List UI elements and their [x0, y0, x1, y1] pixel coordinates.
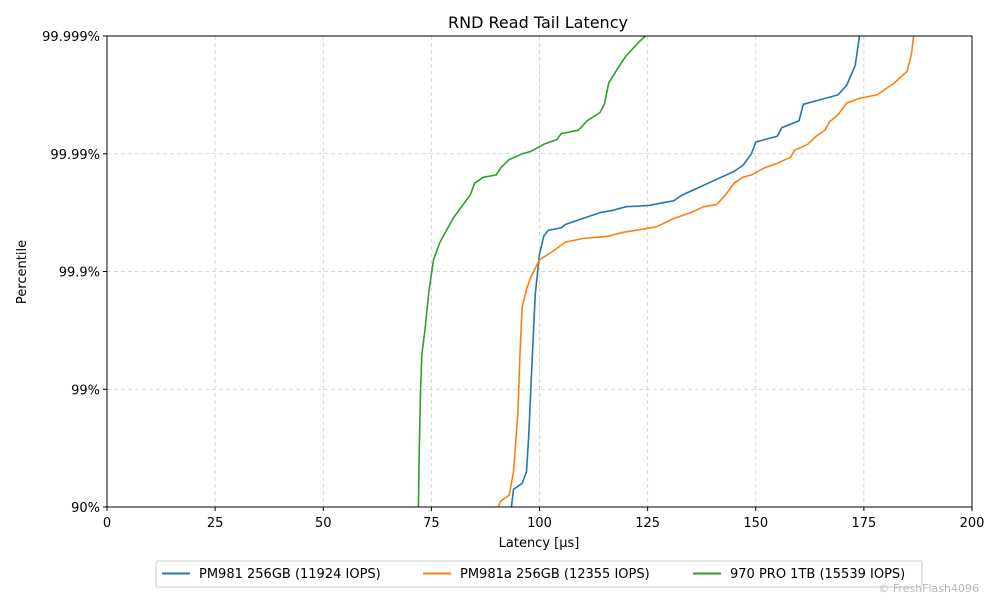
legend-label: PM981a 256GB (12355 IOPS) — [460, 567, 650, 582]
x-tick-label: 25 — [207, 516, 224, 531]
x-axis-label: Latency [µs] — [499, 536, 580, 551]
series-line — [497, 35, 915, 508]
x-tick-label: 50 — [315, 516, 332, 531]
series-layer — [417, 35, 915, 508]
y-tick-label: 99.99% — [50, 148, 100, 163]
y-tick-label: 99.9% — [59, 266, 100, 281]
x-axis: 0 25 50 75 100 125 150 175 200 — [103, 507, 985, 531]
y-tick-label: 99% — [71, 383, 100, 398]
legend-label: 970 PRO 1TB (15539 IOPS) — [730, 567, 905, 582]
legend: PM981 256GB (11924 IOPS) PM981a 256GB (12… — [155, 560, 923, 588]
x-tick-label: 100 — [527, 516, 552, 531]
x-tick-label: 175 — [851, 516, 876, 531]
x-tick-label: 125 — [635, 516, 660, 531]
series-line — [510, 35, 861, 508]
x-tick-label: 75 — [423, 516, 440, 531]
y-axis: 90% 99% 99.9% 99.99% 99.999% — [42, 30, 107, 516]
legend-label: PM981 256GB (11924 IOPS) — [199, 567, 381, 582]
legend-box — [155, 560, 923, 588]
watermark: © FreshFlash4096 — [878, 582, 979, 595]
x-tick-label: 200 — [960, 516, 985, 531]
y-tick-label: 99.999% — [42, 30, 100, 45]
x-tick-label: 150 — [743, 516, 768, 531]
chart-title: RND Read Tail Latency — [448, 13, 628, 32]
y-axis-label: Percentile — [15, 240, 30, 304]
grid — [107, 36, 972, 507]
series-line — [417, 35, 647, 508]
y-tick-label: 90% — [71, 501, 100, 516]
x-tick-label: 0 — [103, 516, 111, 531]
